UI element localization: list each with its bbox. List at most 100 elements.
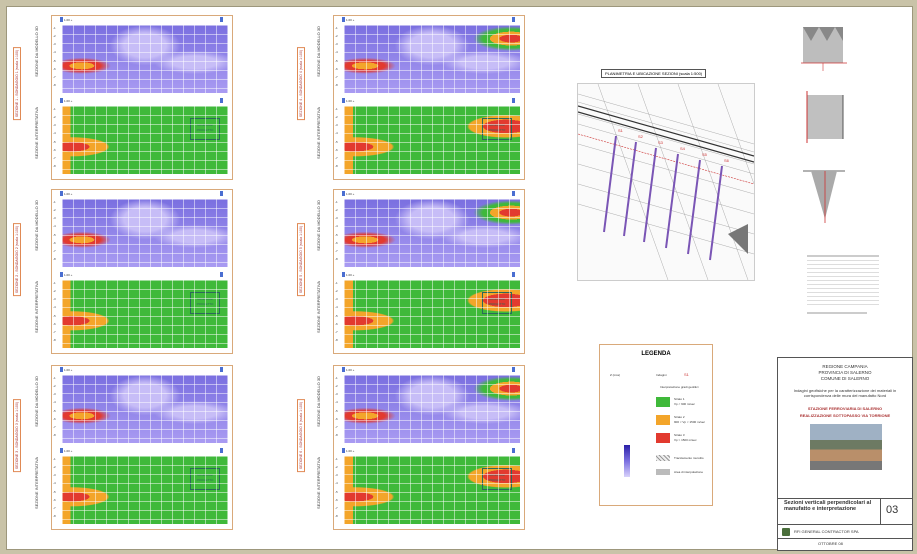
schematic-sketch-1 xyxy=(801,27,847,71)
section-ruler: 1.00 + xyxy=(334,98,524,105)
plot-grid xyxy=(62,375,228,443)
y-tick: -2 xyxy=(335,384,338,389)
velocity-model-plot xyxy=(344,25,520,93)
y-tick: -1 xyxy=(53,376,56,380)
interpretive-section-label: SEZIONE INTERPRETATIVA xyxy=(316,107,321,160)
header-line-3: COMUNE DI SALERNO xyxy=(820,376,870,381)
y-tick: -6 xyxy=(335,66,338,71)
y-tick: -7 xyxy=(335,248,338,253)
y-tick: -1 xyxy=(335,26,338,30)
y-tick: -3 xyxy=(335,297,338,302)
y-tick: -6 xyxy=(53,240,56,245)
section-panel-4: 1.00 + SEZIONE DA MODELLO 3D -1 -2 -3 -4 -5 -6 -… xyxy=(316,15,525,180)
section-ruler: 1.00 + xyxy=(52,191,232,198)
section-ruler: 1.00 + xyxy=(52,98,232,105)
y-tick: -4 xyxy=(53,400,56,405)
y-tick: -3 xyxy=(53,123,56,128)
survey-marker xyxy=(512,367,515,372)
y-tick: -7 xyxy=(335,329,338,334)
map-label: S2 xyxy=(638,134,643,139)
y-tick: -8 xyxy=(53,432,56,437)
section-side-label: SEZIONE 3 - SONDAGGIO 3 (scala 1:100) xyxy=(13,399,21,473)
survey-marker xyxy=(342,367,345,372)
y-tick: -4 xyxy=(335,224,338,229)
ruler-label: 1.00 + xyxy=(64,368,73,372)
ruler-label: 1.00 + xyxy=(346,273,355,277)
y-tick: -5 xyxy=(53,408,56,413)
y-tick: -4 xyxy=(335,400,338,405)
y-tick: -8 xyxy=(335,513,338,518)
y-tick: -5 xyxy=(335,408,338,413)
survey-marker xyxy=(220,448,223,453)
section-side-label: SEZIONE 5 - SONDAGGIO 5 (scala 1:100) xyxy=(297,223,305,297)
plot-grid xyxy=(344,106,520,174)
plot-grid xyxy=(344,456,520,524)
section-ruler: 1.00 + xyxy=(334,17,524,24)
interpretive-section-label: SEZIONE INTERPRETATIVA xyxy=(34,281,39,334)
site-plan: S1 S2 S3 S4 S5 S6 xyxy=(577,83,755,281)
section-side-label: SEZIONE 2 - SONDAGGIO 2 (scala 1:100) xyxy=(13,223,21,297)
survey-marker xyxy=(342,17,345,22)
interpretive-section-label: SEZIONE INTERPRETATIVA xyxy=(316,457,321,510)
ruler-label: 1.00 + xyxy=(64,18,73,22)
y-tick: -2 xyxy=(335,289,338,294)
survey-marker xyxy=(512,448,515,453)
y-tick: -7 xyxy=(335,155,338,160)
y-tick: -8 xyxy=(53,163,56,168)
legend-survey-label: Indagini xyxy=(656,373,667,377)
interpretation-plot: SONDAGGI PROGETTO xyxy=(344,280,520,348)
y-tick: -6 xyxy=(53,321,56,326)
y-tick: -2 xyxy=(335,465,338,470)
y-tick: -7 xyxy=(335,505,338,510)
survey-marker xyxy=(512,17,515,22)
legend-gray-swatch xyxy=(656,469,670,475)
ruler-label: 1.00 + xyxy=(64,449,73,453)
survey-marker xyxy=(220,98,223,103)
y-tick: -6 xyxy=(53,497,56,502)
legend-swatch xyxy=(656,397,670,407)
schematic-sketch-3 xyxy=(803,170,845,223)
legend-swatch xyxy=(656,415,670,425)
legend-item-label: Strato 1 xyxy=(674,397,685,401)
velocity-model-plot xyxy=(62,199,228,267)
survey-marker xyxy=(60,191,63,196)
plot-grid xyxy=(344,25,520,93)
site-photo xyxy=(810,424,882,470)
section-panel-5: 1.00 + SEZIONE DA MODELLO 3D -1 -2 -3 -4 -5 -6 -… xyxy=(316,189,525,354)
footer-date: OTTOBRE 08 xyxy=(818,541,843,546)
velocity-model-plot xyxy=(62,25,228,93)
y-tick: -5 xyxy=(53,58,56,63)
survey-marker xyxy=(342,448,345,453)
y-tick: -8 xyxy=(335,337,338,342)
survey-marker xyxy=(220,367,223,372)
survey-marker xyxy=(512,191,515,196)
y-tick: -2 xyxy=(53,384,56,389)
model-section-label: SEZIONE DA MODELLO 3D xyxy=(316,200,321,251)
y-tick: -3 xyxy=(335,216,338,221)
plot-grid xyxy=(62,199,228,267)
survey-marker xyxy=(220,191,223,196)
y-tick: -1 xyxy=(53,26,56,30)
y-tick: -5 xyxy=(53,232,56,237)
section-ruler: 1.00 + xyxy=(334,448,524,455)
company-logo xyxy=(782,528,790,536)
notes-block xyxy=(807,255,879,315)
ruler-label: 1.00 + xyxy=(346,192,355,196)
schematic-sketch-2 xyxy=(806,91,844,143)
y-tick: -3 xyxy=(53,297,56,302)
section-ruler: 1.00 + xyxy=(52,17,232,24)
velocity-model-plot xyxy=(344,199,520,267)
y-tick: -4 xyxy=(53,50,56,55)
y-tick: -8 xyxy=(53,82,56,87)
section-side-label: SEZIONE 1 - SONDAGGIO 1 (scala 1:100) xyxy=(13,47,21,121)
y-tick: -8 xyxy=(53,337,56,342)
y-tick: -1 xyxy=(335,107,338,111)
y-tick: -4 xyxy=(53,305,56,310)
y-tick: -6 xyxy=(53,66,56,71)
ruler-label: 1.00 + xyxy=(346,368,355,372)
ruler-label: 1.00 + xyxy=(64,99,73,103)
section-ruler: 1.00 + xyxy=(334,272,524,279)
section-ruler: 1.00 + xyxy=(52,448,232,455)
model-section-label: SEZIONE DA MODELLO 3D xyxy=(34,200,39,251)
sheet-number: 03 xyxy=(886,504,899,516)
